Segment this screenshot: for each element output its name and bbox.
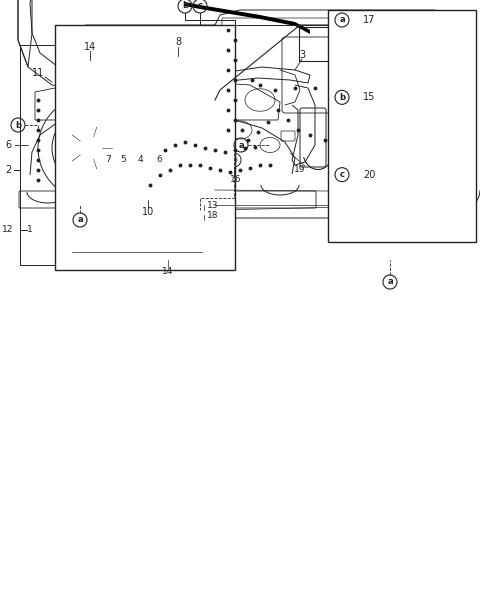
Text: c: c	[339, 170, 345, 179]
Text: 10: 10	[142, 207, 154, 217]
Text: 7: 7	[105, 154, 111, 163]
Polygon shape	[185, 2, 310, 34]
Text: 4: 4	[138, 154, 144, 163]
Text: a: a	[387, 277, 393, 286]
Text: 15: 15	[363, 92, 375, 103]
Text: b: b	[15, 121, 21, 130]
Text: 17: 17	[363, 15, 375, 25]
Text: 9: 9	[457, 178, 463, 187]
Text: 6: 6	[156, 154, 162, 163]
Text: 18: 18	[207, 211, 218, 220]
Text: 1: 1	[27, 226, 33, 235]
Text: a: a	[339, 16, 345, 25]
Text: 5: 5	[120, 154, 126, 163]
Text: 12: 12	[2, 226, 14, 235]
Text: 14: 14	[84, 42, 96, 52]
Text: a: a	[238, 140, 244, 149]
Text: b: b	[339, 93, 345, 102]
Text: 2: 2	[5, 165, 11, 175]
Text: 8: 8	[175, 37, 181, 47]
FancyBboxPatch shape	[328, 10, 476, 242]
Text: 11: 11	[32, 68, 44, 78]
Text: 6: 6	[5, 140, 11, 150]
Text: 14: 14	[162, 268, 174, 277]
Text: 16: 16	[230, 175, 241, 185]
Text: 13: 13	[207, 200, 218, 209]
Text: b: b	[182, 1, 188, 10]
Text: 19: 19	[294, 166, 306, 175]
Text: c: c	[197, 1, 203, 10]
Text: 20: 20	[363, 170, 375, 179]
FancyBboxPatch shape	[55, 25, 235, 270]
Text: a: a	[77, 215, 83, 224]
Text: 3: 3	[299, 50, 305, 60]
